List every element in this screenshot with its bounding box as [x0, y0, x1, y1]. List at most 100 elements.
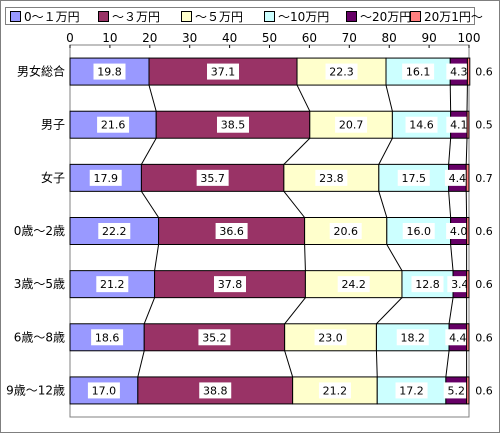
category-label: 男女総合: [17, 64, 65, 79]
data-label: 0.6: [475, 66, 493, 79]
legend-label: ～10万円: [278, 9, 330, 24]
series-line: [376, 297, 403, 325]
data-label-box: [98, 223, 131, 239]
data-label: 0.6: [475, 225, 493, 238]
legend-item-4: ～20万円: [346, 8, 411, 24]
data-label-box: [89, 169, 122, 186]
data-label: 38.5: [221, 119, 246, 132]
legend-label: ～20万円: [360, 9, 412, 24]
x-tick-label: 80: [382, 31, 397, 45]
data-label: 37.8: [218, 278, 243, 291]
data-label-box: [446, 116, 472, 133]
legend-item-3: ～10万円: [264, 8, 329, 24]
data-label-box: [446, 223, 472, 239]
series-line: [450, 244, 454, 271]
x-tick-label: 40: [222, 31, 237, 45]
bar-segment: [466, 217, 470, 245]
category-label: 6歳～8歳: [14, 330, 65, 344]
data-label-box: [325, 63, 358, 80]
data-label-box: [315, 169, 348, 186]
data-label-box: [207, 63, 240, 80]
bar-segment: [465, 163, 470, 192]
series-line: [386, 244, 403, 271]
data-label-box: [405, 116, 438, 133]
series-line: [378, 191, 388, 218]
legend-item-1: ～３万円: [98, 8, 160, 24]
data-label: 0.6: [475, 278, 493, 291]
data-label: 0.6: [475, 384, 493, 397]
data-label-box: [444, 169, 470, 186]
series-line: [385, 84, 393, 112]
data-label: 0.6: [475, 331, 493, 344]
series-line: [283, 137, 311, 165]
data-label-box: [87, 382, 120, 399]
series-line: [445, 350, 450, 377]
data-label-box: [96, 276, 129, 293]
bar-segment: [466, 110, 470, 139]
data-label: 23.0: [318, 331, 343, 344]
data-label: 19.8: [97, 66, 122, 79]
data-label: 18.6: [95, 331, 120, 344]
x-tick-label: 60: [302, 31, 317, 45]
x-tick-label: 10: [102, 31, 117, 45]
x-tick-label: 70: [342, 31, 357, 45]
data-label-box: [337, 276, 370, 293]
legend-swatch: [181, 10, 192, 22]
data-label: 20.6: [333, 225, 358, 238]
category-label: 男子: [41, 118, 65, 132]
data-label: 5.2: [447, 384, 465, 397]
data-label: 0.5: [475, 119, 493, 132]
data-label-box: [402, 223, 435, 239]
data-label: 35.7: [200, 172, 225, 185]
series-line: [284, 350, 294, 378]
series-line: [143, 297, 156, 324]
series-line: [465, 138, 468, 165]
data-label-box: [97, 116, 130, 133]
data-label: 21.2: [100, 278, 125, 291]
legend-swatch: [264, 10, 275, 22]
data-label: 4.1: [450, 119, 468, 132]
data-label: 38.8: [203, 384, 228, 397]
data-label: 18.2: [400, 331, 425, 344]
legend: 0～１万円 ～３万円 ～５万円 ～10万円 ～20万円 20万1円～: [5, 7, 483, 25]
series-line: [148, 84, 157, 112]
data-label: 36.6: [219, 225, 244, 238]
x-tick-label: 50: [262, 31, 277, 45]
series-line: [296, 84, 311, 112]
data-label-box: [335, 116, 368, 133]
legend-swatch: [10, 10, 21, 22]
series-line: [283, 191, 306, 218]
data-label-box: [397, 169, 430, 186]
series-line: [304, 244, 306, 271]
data-label: 21.2: [323, 384, 348, 397]
bar-segment: [466, 323, 470, 352]
category-label: 9歳～12歳: [6, 383, 65, 397]
category-label: 3歳～5歳: [14, 277, 65, 291]
legend-swatch: [98, 10, 109, 22]
legend-swatch: [410, 10, 421, 22]
legend-item-0: 0～１万円: [10, 8, 80, 24]
data-label-box: [198, 329, 231, 346]
data-label: 0.7: [475, 172, 493, 185]
data-label: 37.1: [211, 66, 236, 79]
data-label-box: [329, 223, 362, 239]
legend-label: ～５万円: [195, 9, 244, 24]
data-label: 22.2: [102, 225, 127, 238]
data-label-box: [411, 276, 444, 293]
data-label: 3.4: [451, 278, 469, 291]
data-label: 12.8: [415, 278, 440, 291]
data-label: 21.6: [101, 119, 126, 132]
data-label: 17.9: [93, 172, 118, 185]
data-label: 4.4: [449, 331, 467, 344]
data-label: 22.3: [329, 66, 354, 79]
data-label-box: [199, 382, 232, 399]
series-line: [141, 191, 159, 218]
series-line: [378, 137, 393, 165]
data-label-box: [396, 329, 429, 346]
data-label: 4.0: [450, 225, 468, 238]
bar-segment: [466, 57, 471, 86]
legend-swatch: [346, 10, 357, 22]
data-label-box: [314, 329, 347, 346]
